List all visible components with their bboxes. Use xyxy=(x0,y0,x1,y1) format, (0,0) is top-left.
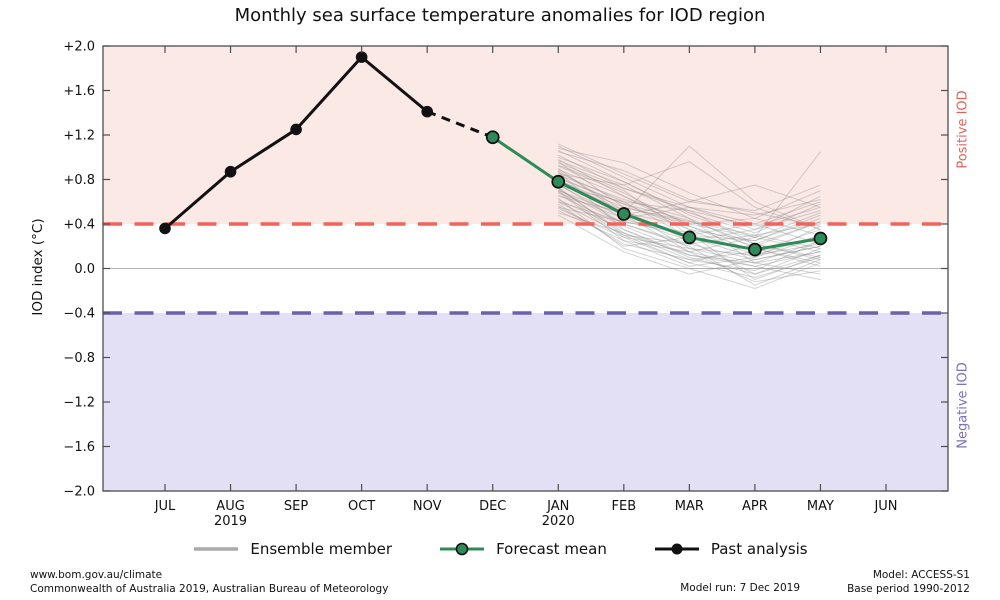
y-tick-label: −1.2 xyxy=(63,396,95,411)
footer-model-run: Model run: 7 Dec 2019 xyxy=(680,582,800,594)
x-tick-label: JUL xyxy=(154,499,176,514)
forecast-mean-swatch-icon xyxy=(440,542,485,556)
y-tick-label: +1.2 xyxy=(63,129,95,144)
ensemble-member-line xyxy=(558,151,821,238)
x-tick-label: FEB xyxy=(612,499,637,514)
ensemble-member-line xyxy=(558,205,821,272)
past-analysis-marker xyxy=(355,51,368,63)
forecast-mean-line xyxy=(491,135,821,252)
negative-iod-label: Negative IOD xyxy=(955,362,971,449)
ensemble-member-line xyxy=(558,185,821,227)
ensemble-member-line xyxy=(558,170,821,275)
footer-base-period: Base period 1990-2012 xyxy=(847,583,970,595)
y-tick-label: −2.0 xyxy=(63,485,95,500)
forecast-mean-marker xyxy=(813,231,828,246)
ensemble-member-line xyxy=(557,161,821,236)
ensemble-member-line xyxy=(557,198,821,290)
footer-model-info: Model: ACCESS-S1 Base period 1990-2012 xyxy=(847,568,970,596)
ensemble-member-line xyxy=(558,161,821,231)
past-analysis-marker xyxy=(421,105,433,118)
y-tick-label: −0.4 xyxy=(63,307,95,322)
ensemble-member-line xyxy=(558,180,821,225)
ensemble-member-line xyxy=(558,212,821,264)
ensemble-member-line xyxy=(557,186,821,264)
footer-model-name: Model: ACCESS-S1 xyxy=(872,569,970,581)
forecast-mean-marker xyxy=(616,207,631,221)
ensemble-member-line xyxy=(558,194,821,281)
legend-item-ensemble: Ensemble member xyxy=(192,540,392,558)
ensemble-member-line xyxy=(557,190,821,278)
ensemble-member-line xyxy=(558,143,821,212)
legend-item-forecast: Forecast mean xyxy=(438,540,607,558)
legend-label-ensemble: Ensemble member xyxy=(250,540,393,558)
x-tick-label: APR xyxy=(742,499,768,514)
ensemble-member-line xyxy=(558,214,821,275)
footer-copyright: Commonwealth of Australia 2019, Australi… xyxy=(30,583,389,595)
ensemble-member-line xyxy=(558,184,821,216)
y-tick-label: +2.0 xyxy=(63,40,95,55)
past-analysis-marker xyxy=(159,222,171,235)
ensemble-member-line xyxy=(558,210,821,267)
chart-legend: Ensemble member Forecast mean Past analy… xyxy=(0,536,1000,562)
ensemble-member-line xyxy=(558,160,821,267)
ensemble-member-line xyxy=(558,174,821,264)
past-analysis-swatch-icon xyxy=(654,543,699,555)
year-label: 2019 xyxy=(214,514,247,529)
x-tick-label: AUG xyxy=(216,499,244,514)
forecast-mean-marker xyxy=(748,242,762,257)
ensemble-member-line xyxy=(558,162,821,216)
x-tick-label: JAN xyxy=(546,499,569,514)
legend-label-past: Past analysis xyxy=(710,540,808,558)
ensemble-member-line xyxy=(558,199,821,267)
ensemble-member-line xyxy=(557,167,821,283)
x-tick-label: SEP xyxy=(284,499,308,514)
legend-item-past: Past analysis xyxy=(653,540,808,558)
x-tick-label: OCT xyxy=(348,499,375,514)
ensemble-member-line xyxy=(558,154,821,258)
ensemble-member-line xyxy=(558,195,821,247)
chart-title: Monthly sea surface temperature anomalie… xyxy=(234,5,766,26)
ensemble-member-line xyxy=(558,176,821,242)
y-tick-label: +0.4 xyxy=(63,218,95,233)
past-analysis-marker xyxy=(290,123,302,136)
x-tick-label: MAR xyxy=(675,499,704,514)
x-tick-label: DEC xyxy=(479,499,506,514)
ensemble-member-line xyxy=(558,184,821,245)
ensemble-member-line xyxy=(558,183,821,286)
x-tick-label: NOV xyxy=(413,499,442,514)
y-tick-label: +1.6 xyxy=(63,84,95,99)
year-label: 2020 xyxy=(542,514,575,529)
footer-attribution: www.bom.gov.au/climate Commonwealth of A… xyxy=(30,568,388,596)
ensemble-member-line xyxy=(558,177,821,261)
past-forecast-connector-line xyxy=(426,110,494,139)
positive-iod-label: Positive IOD xyxy=(955,90,971,169)
positive-iod-band xyxy=(103,46,948,224)
y-tick-label: +0.8 xyxy=(63,173,95,188)
x-tick-label: MAY xyxy=(807,499,834,514)
ensemble-member-line xyxy=(558,159,821,256)
footer-url: www.bom.gov.au/climate xyxy=(30,569,163,581)
ensemble-member-line xyxy=(557,171,821,275)
forecast-mean-marker xyxy=(485,130,500,145)
ensemble-member-line xyxy=(557,191,821,253)
y-axis-title: IOD index (°C) xyxy=(30,218,46,316)
y-tick-label: −0.8 xyxy=(63,351,95,366)
legend-label-forecast: Forecast mean xyxy=(496,540,607,558)
ensemble-member-swatch-icon xyxy=(194,547,239,551)
x-tick-label: JUN xyxy=(873,499,897,514)
y-tick-label: −1.6 xyxy=(63,440,95,455)
chart-plot-area: JUL AUG SEP OCT NOV DEC JAN FEB MAR APR MAY JUN 2019… xyxy=(63,40,949,529)
past-analysis-marker xyxy=(224,165,237,178)
forecast-mean-marker xyxy=(682,230,697,245)
negative-iod-band xyxy=(103,313,948,491)
ensemble-member-line xyxy=(558,207,821,256)
ensemble-member-line xyxy=(558,151,821,227)
y-tick-label: 0.0 xyxy=(74,262,95,277)
forecast-mean-marker xyxy=(551,174,566,189)
ensemble-member-line xyxy=(558,156,821,253)
